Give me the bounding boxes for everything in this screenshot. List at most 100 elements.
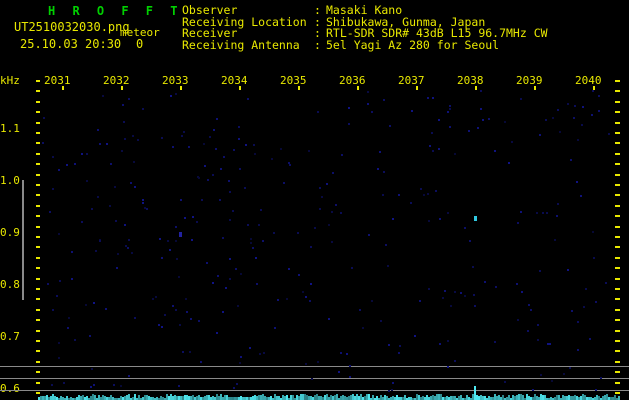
spectrum-bin (350, 395, 352, 400)
y-axis-tick-label: 1.1 (0, 122, 20, 135)
spectrum-bin (340, 396, 342, 400)
noise-pixel (454, 359, 457, 362)
spectrum-bin (100, 397, 102, 400)
spectrum-bin (208, 395, 210, 400)
noise-pixel (191, 215, 194, 218)
noise-pixel (256, 283, 259, 286)
y-axis-minor-tick (36, 256, 40, 259)
noise-pixel (236, 304, 239, 307)
noise-pixel (65, 163, 68, 166)
noise-pixel (377, 167, 380, 170)
noise-pixel (427, 192, 430, 195)
noise-pixel (104, 307, 107, 310)
spectrum-bin (98, 395, 100, 400)
x-axis-tick-label: 2036 (339, 74, 366, 87)
spectrum-bin (224, 395, 226, 400)
noise-pixel (537, 338, 540, 341)
spectrum-bin (382, 397, 384, 400)
noise-pixel (582, 306, 585, 309)
spectrum-bin (210, 397, 212, 400)
spectrum-bin (390, 397, 392, 400)
spectrum-bin (468, 397, 470, 400)
metadata-key: Observer (182, 3, 238, 17)
spectrum-bin (366, 394, 368, 400)
spectrum-bin (60, 396, 62, 400)
noise-pixel (102, 95, 105, 98)
spectrum-bin (292, 395, 294, 400)
noise-pixel (236, 382, 239, 385)
noise-pixel (385, 244, 388, 246)
noise-pixel (169, 249, 172, 252)
noise-pixel (453, 291, 456, 294)
y-axis-minor-tick (36, 90, 40, 93)
noise-pixel (319, 207, 321, 210)
noise-pixel (178, 323, 181, 326)
noise-pixel (371, 300, 374, 303)
spectrum-bin (268, 397, 270, 400)
noise-pixel (413, 335, 416, 338)
y-axis-minor-tick (36, 319, 40, 322)
noise-pixel (382, 170, 385, 173)
count-label: 0 (136, 37, 144, 51)
noise-pixel (473, 294, 476, 297)
spectrum-bin (248, 397, 250, 400)
noise-pixel (258, 353, 261, 356)
spectrum-bin (92, 394, 94, 400)
y-axis-minor-tick (36, 350, 40, 353)
y-axis-minor-tick-right (615, 381, 620, 384)
spectrum-bin (528, 396, 530, 400)
noise-pixel (172, 145, 175, 148)
spectrum-bin (562, 395, 564, 400)
spectrum-bin (178, 396, 180, 400)
noise-pixel (317, 360, 320, 363)
noise-pixel (449, 107, 452, 110)
noise-pixel (582, 106, 584, 109)
spectrum-bin (502, 395, 504, 400)
spectrum-bin (172, 396, 174, 400)
noise-pixel (273, 232, 276, 235)
spectrum-bin (408, 397, 410, 400)
noise-pixel (142, 199, 145, 202)
spectrum-bin (230, 397, 232, 400)
y-axis-minor-tick-right (615, 256, 620, 259)
noise-pixel (121, 103, 124, 106)
noise-pixel (220, 167, 223, 170)
spectrum-bin (70, 397, 72, 400)
noise-pixel (132, 134, 135, 137)
noise-pixel (540, 374, 543, 377)
x-axis-tick (62, 86, 64, 90)
noise-pixel (92, 383, 95, 386)
x-axis-tick-label: 2039 (516, 74, 543, 87)
noise-pixel (309, 245, 312, 248)
spectrum-bin (308, 396, 310, 400)
spectrum-bin (310, 396, 312, 400)
spectrum-bin (514, 396, 516, 400)
spectrum-bin (398, 397, 400, 400)
spectrum-bin (490, 397, 492, 400)
noise-pixel (208, 136, 211, 139)
noise-pixel (42, 117, 45, 120)
spectrum-bin (572, 396, 574, 400)
spectrum-bin (392, 396, 394, 400)
spectrum-bin (296, 395, 298, 400)
noise-pixel (314, 226, 317, 229)
noise-pixel (567, 268, 570, 271)
spectrum-bin (436, 394, 438, 400)
y-axis-minor-tick (36, 308, 40, 311)
noise-pixel (136, 139, 139, 142)
y-axis-minor-tick (36, 142, 40, 145)
spectrum-bin (128, 394, 130, 400)
spectrum-bin (608, 397, 610, 400)
spectrum-bin (68, 398, 70, 400)
noise-pixel (551, 380, 554, 383)
spectrum-bin (232, 397, 234, 400)
noise-pixel (188, 351, 191, 354)
y-axis-minor-tick-right (615, 308, 620, 311)
y-axis-minor-tick-right (615, 121, 620, 124)
spectrum-bin (94, 395, 96, 400)
noise-pixel (66, 327, 69, 330)
noise-pixel (549, 343, 552, 346)
spectrum-bin (132, 397, 134, 400)
noise-pixel (556, 215, 559, 218)
spectrum-bin (164, 398, 166, 400)
